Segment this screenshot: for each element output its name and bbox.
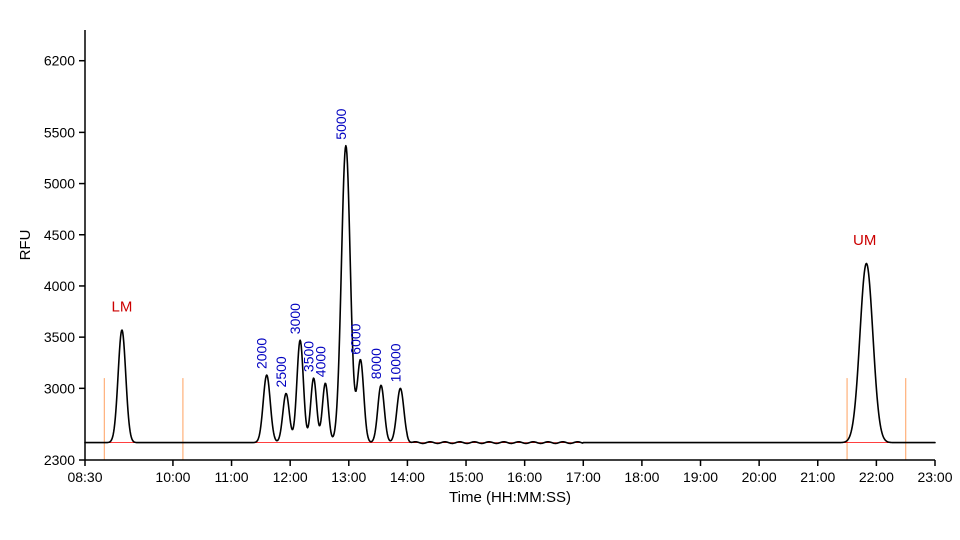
- x-tick-label: 22:00: [859, 469, 894, 485]
- x-tick-label: 17:00: [566, 469, 601, 485]
- y-axis-title: RFU: [17, 230, 34, 261]
- y-tick-label: 2300: [44, 452, 75, 468]
- x-tick-label: 14:00: [390, 469, 425, 485]
- x-tick-label: 11:00: [215, 469, 249, 485]
- peak-label: 10000: [387, 343, 403, 382]
- x-tick-label: 23:00: [917, 469, 952, 485]
- electropherogram-chart: 2300 3000 3500 4000 4500 5000 5500 6200 RFU 08:30…: [0, 0, 960, 540]
- trace: [85, 146, 935, 444]
- y-tick-label: 5000: [44, 176, 75, 192]
- y-tick-label: 6200: [44, 53, 75, 69]
- marker-label: UM: [853, 232, 876, 249]
- y-tick-label: 3000: [44, 380, 75, 396]
- peak-label: 5000: [333, 108, 349, 139]
- x-tick-label: 10:00: [155, 469, 190, 485]
- x-tick-label: 13:00: [331, 469, 366, 485]
- x-axis-title: Time (HH:MM:SS): [449, 489, 571, 506]
- peak-label: 4000: [312, 346, 328, 377]
- x-tick-label: 21:00: [800, 469, 835, 485]
- marker-label: LM: [112, 299, 133, 316]
- y-tick-label: 4500: [44, 227, 75, 243]
- peak-label: 6000: [348, 323, 364, 354]
- x-tick-label: 12:00: [273, 469, 308, 485]
- y-tick-label: 5500: [44, 124, 75, 140]
- peak-label: 3000: [287, 303, 303, 334]
- x-tick-label: 08:30: [67, 469, 102, 485]
- x-tick-label: 15:00: [449, 469, 484, 485]
- x-tick-label: 20:00: [742, 469, 777, 485]
- x-tick-label: 16:00: [507, 469, 542, 485]
- y-tick-label: 4000: [44, 278, 75, 294]
- peak-label: 2500: [273, 356, 289, 387]
- x-tick-label: 18:00: [624, 469, 659, 485]
- peak-label: 2000: [254, 338, 270, 369]
- chart-svg: 2300 3000 3500 4000 4500 5000 5500 6200 RFU 08:30…: [0, 0, 960, 540]
- y-tick-label: 3500: [44, 329, 75, 345]
- peak-label: 8000: [368, 348, 384, 379]
- x-tick-label: 19:00: [683, 469, 718, 485]
